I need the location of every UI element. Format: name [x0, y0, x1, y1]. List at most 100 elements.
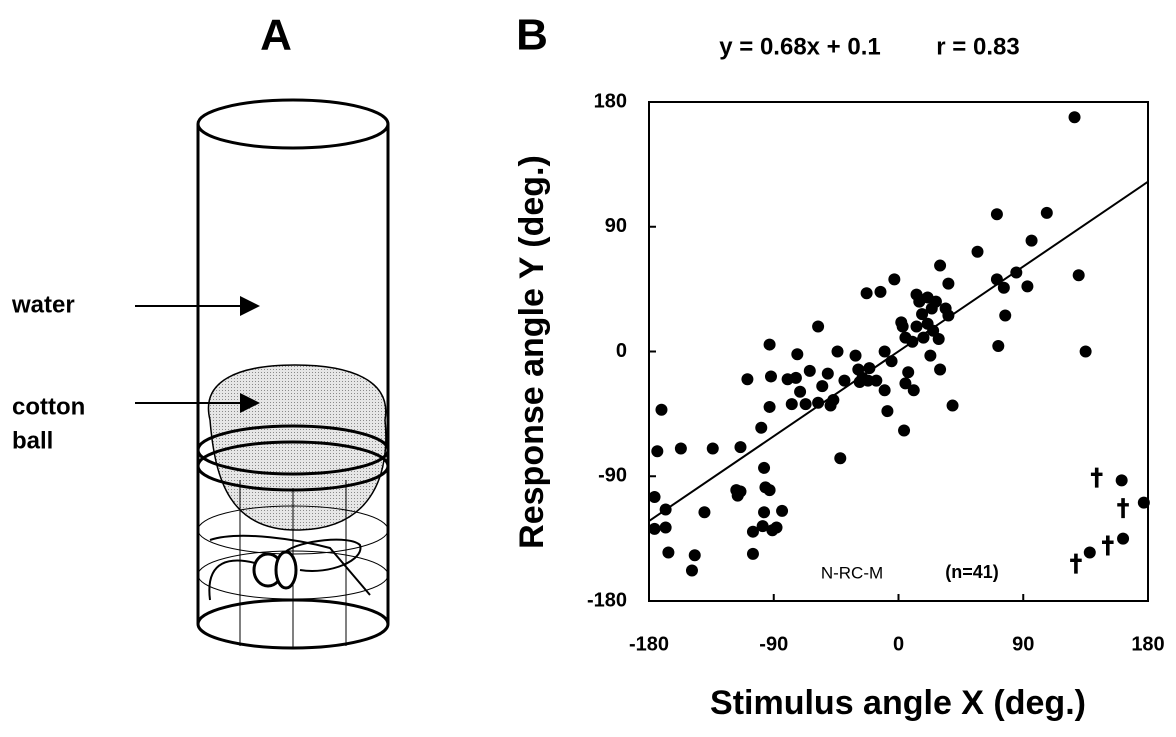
point — [838, 374, 851, 387]
point — [799, 398, 812, 411]
point — [674, 442, 687, 455]
point — [1079, 345, 1092, 358]
dagger-point — [1117, 498, 1129, 519]
point — [863, 362, 876, 375]
point — [776, 504, 789, 517]
point — [990, 273, 1003, 286]
y-tick-label: 180 — [594, 90, 627, 112]
point — [746, 547, 759, 560]
point — [648, 522, 661, 535]
point — [659, 503, 672, 516]
point — [1117, 532, 1130, 545]
point — [734, 485, 747, 498]
point — [870, 374, 883, 387]
point — [812, 396, 825, 409]
point — [862, 374, 875, 387]
point — [688, 549, 701, 562]
point — [834, 452, 847, 465]
annotation-n: (n=41) — [945, 562, 999, 582]
point — [860, 287, 873, 300]
point — [1072, 269, 1085, 282]
point — [1083, 546, 1096, 559]
y-tick-label: -180 — [587, 589, 627, 611]
chart-subtitle: r = 0.83 — [936, 33, 1019, 60]
point — [812, 320, 825, 333]
point — [916, 308, 929, 321]
point — [881, 405, 894, 418]
point — [648, 491, 661, 504]
point — [763, 338, 776, 351]
panel-label: A — [260, 11, 292, 60]
point — [946, 399, 959, 412]
point — [888, 273, 901, 286]
point — [906, 335, 919, 348]
x-tick-label: -180 — [629, 633, 669, 655]
point — [685, 564, 698, 577]
point — [706, 442, 719, 455]
point — [758, 461, 771, 474]
point — [763, 484, 776, 497]
point — [1115, 474, 1128, 487]
y-tick-label: -90 — [598, 465, 627, 487]
point — [878, 345, 891, 358]
point — [821, 367, 834, 380]
point — [698, 506, 711, 519]
point — [910, 320, 923, 333]
y-tick-label: 90 — [605, 215, 627, 237]
point — [758, 506, 771, 519]
point — [924, 349, 937, 362]
dagger-point — [1070, 553, 1082, 574]
point — [764, 370, 777, 383]
point — [874, 285, 887, 298]
point — [1068, 111, 1081, 124]
chart-title: y = 0.68x + 0.1 — [719, 33, 880, 60]
point — [942, 277, 955, 290]
point — [917, 331, 930, 344]
point — [794, 385, 807, 398]
point — [971, 245, 984, 258]
point — [816, 380, 829, 393]
point — [999, 309, 1012, 322]
point — [659, 521, 672, 534]
point — [898, 424, 911, 437]
point — [1021, 280, 1034, 293]
y-tick-label: 0 — [616, 340, 627, 362]
point — [899, 377, 912, 390]
point — [770, 521, 783, 534]
y-axis-label: Response angle Y (deg.) — [513, 155, 551, 549]
point — [1137, 496, 1150, 509]
point — [746, 525, 759, 538]
x-tick-label: 0 — [893, 633, 904, 655]
point — [662, 546, 675, 559]
point — [907, 384, 920, 397]
point — [1040, 206, 1053, 219]
dagger-point — [1102, 535, 1114, 556]
point — [990, 208, 1003, 221]
point — [827, 394, 840, 407]
x-tick-label: 90 — [1012, 633, 1034, 655]
point — [932, 333, 945, 346]
point — [791, 348, 804, 361]
cotton-label: ball — [12, 427, 53, 454]
point — [655, 403, 668, 416]
point — [896, 320, 909, 333]
point — [1010, 266, 1023, 279]
annotation: N-RC-M — [821, 563, 883, 582]
point — [878, 384, 891, 397]
point — [803, 364, 816, 377]
point — [934, 259, 947, 272]
point — [997, 281, 1010, 294]
point — [763, 400, 776, 413]
x-tick-label: -90 — [759, 633, 788, 655]
point — [849, 349, 862, 362]
water-label: water — [11, 291, 75, 318]
cotton-label: cotton — [12, 393, 85, 420]
panel-label: B — [516, 11, 548, 60]
point — [831, 345, 844, 358]
point — [734, 441, 747, 454]
fit-line — [648, 180, 1149, 522]
point — [885, 355, 898, 368]
dagger-point — [1090, 467, 1103, 488]
point — [651, 445, 664, 458]
point — [1025, 234, 1038, 247]
